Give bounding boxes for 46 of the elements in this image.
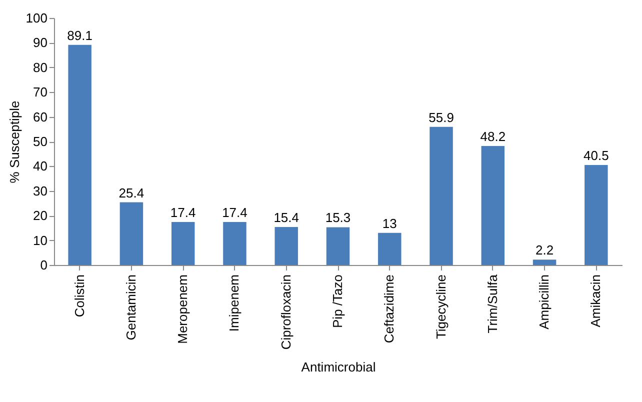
x-tick-label: Pip /Tazo [330, 274, 345, 328]
bar [481, 146, 505, 265]
y-tick-label: 20 [33, 208, 48, 224]
x-tick-label: Ceftazidime [382, 274, 397, 344]
data-label: 17.4 [170, 205, 196, 220]
data-label: 40.5 [584, 148, 609, 163]
bar [223, 222, 246, 265]
data-label: 13 [382, 216, 397, 231]
x-tick-label: Gentamicin [123, 274, 138, 340]
x-tick-label: Imipenem [226, 274, 242, 332]
y-tick-label: 80 [33, 60, 48, 75]
y-tick-label: 30 [33, 183, 48, 198]
bar [532, 260, 556, 265]
x-tick-label: Colistin [72, 274, 87, 318]
bar [274, 226, 298, 265]
bar [326, 227, 350, 265]
y-tick-label: 60 [33, 109, 48, 124]
x-tick-label: Tigecycline [433, 274, 448, 340]
x-axis-title: Antimicrobial [301, 360, 376, 375]
y-tick-label: 100 [26, 10, 48, 26]
bar [171, 222, 195, 265]
y-tick-label: 50 [33, 134, 48, 149]
x-tick-label: Ampicillin [536, 274, 552, 330]
x-tick-label: Meropenem [175, 274, 190, 344]
x-tick-label: Ciprofloxacin [278, 274, 294, 350]
data-label: 17.4 [222, 205, 248, 220]
bar [430, 126, 453, 265]
y-tick-label: 40 [33, 158, 48, 174]
data-label: 2.2 [536, 242, 554, 258]
y-axis-title: % Susceptiple [6, 100, 22, 184]
bar [584, 164, 608, 265]
data-label: 55.9 [428, 110, 454, 125]
y-tick-label: 90 [33, 35, 48, 50]
data-label: 89.1 [67, 28, 92, 43]
data-label: 15.4 [274, 210, 300, 225]
y-tick-label: 0 [40, 258, 48, 272]
data-label: 15.3 [325, 210, 351, 226]
x-tick-label: Amikacin [588, 274, 604, 328]
bar [120, 202, 144, 265]
data-label: 25.4 [118, 185, 144, 200]
bar [378, 232, 402, 265]
data-label: 48.2 [480, 128, 506, 144]
x-tick-label: Trim/Sulfa [484, 274, 500, 334]
y-tick-label: 10 [33, 232, 48, 248]
y-tick-label: 70 [33, 84, 48, 100]
bar [68, 44, 92, 265]
